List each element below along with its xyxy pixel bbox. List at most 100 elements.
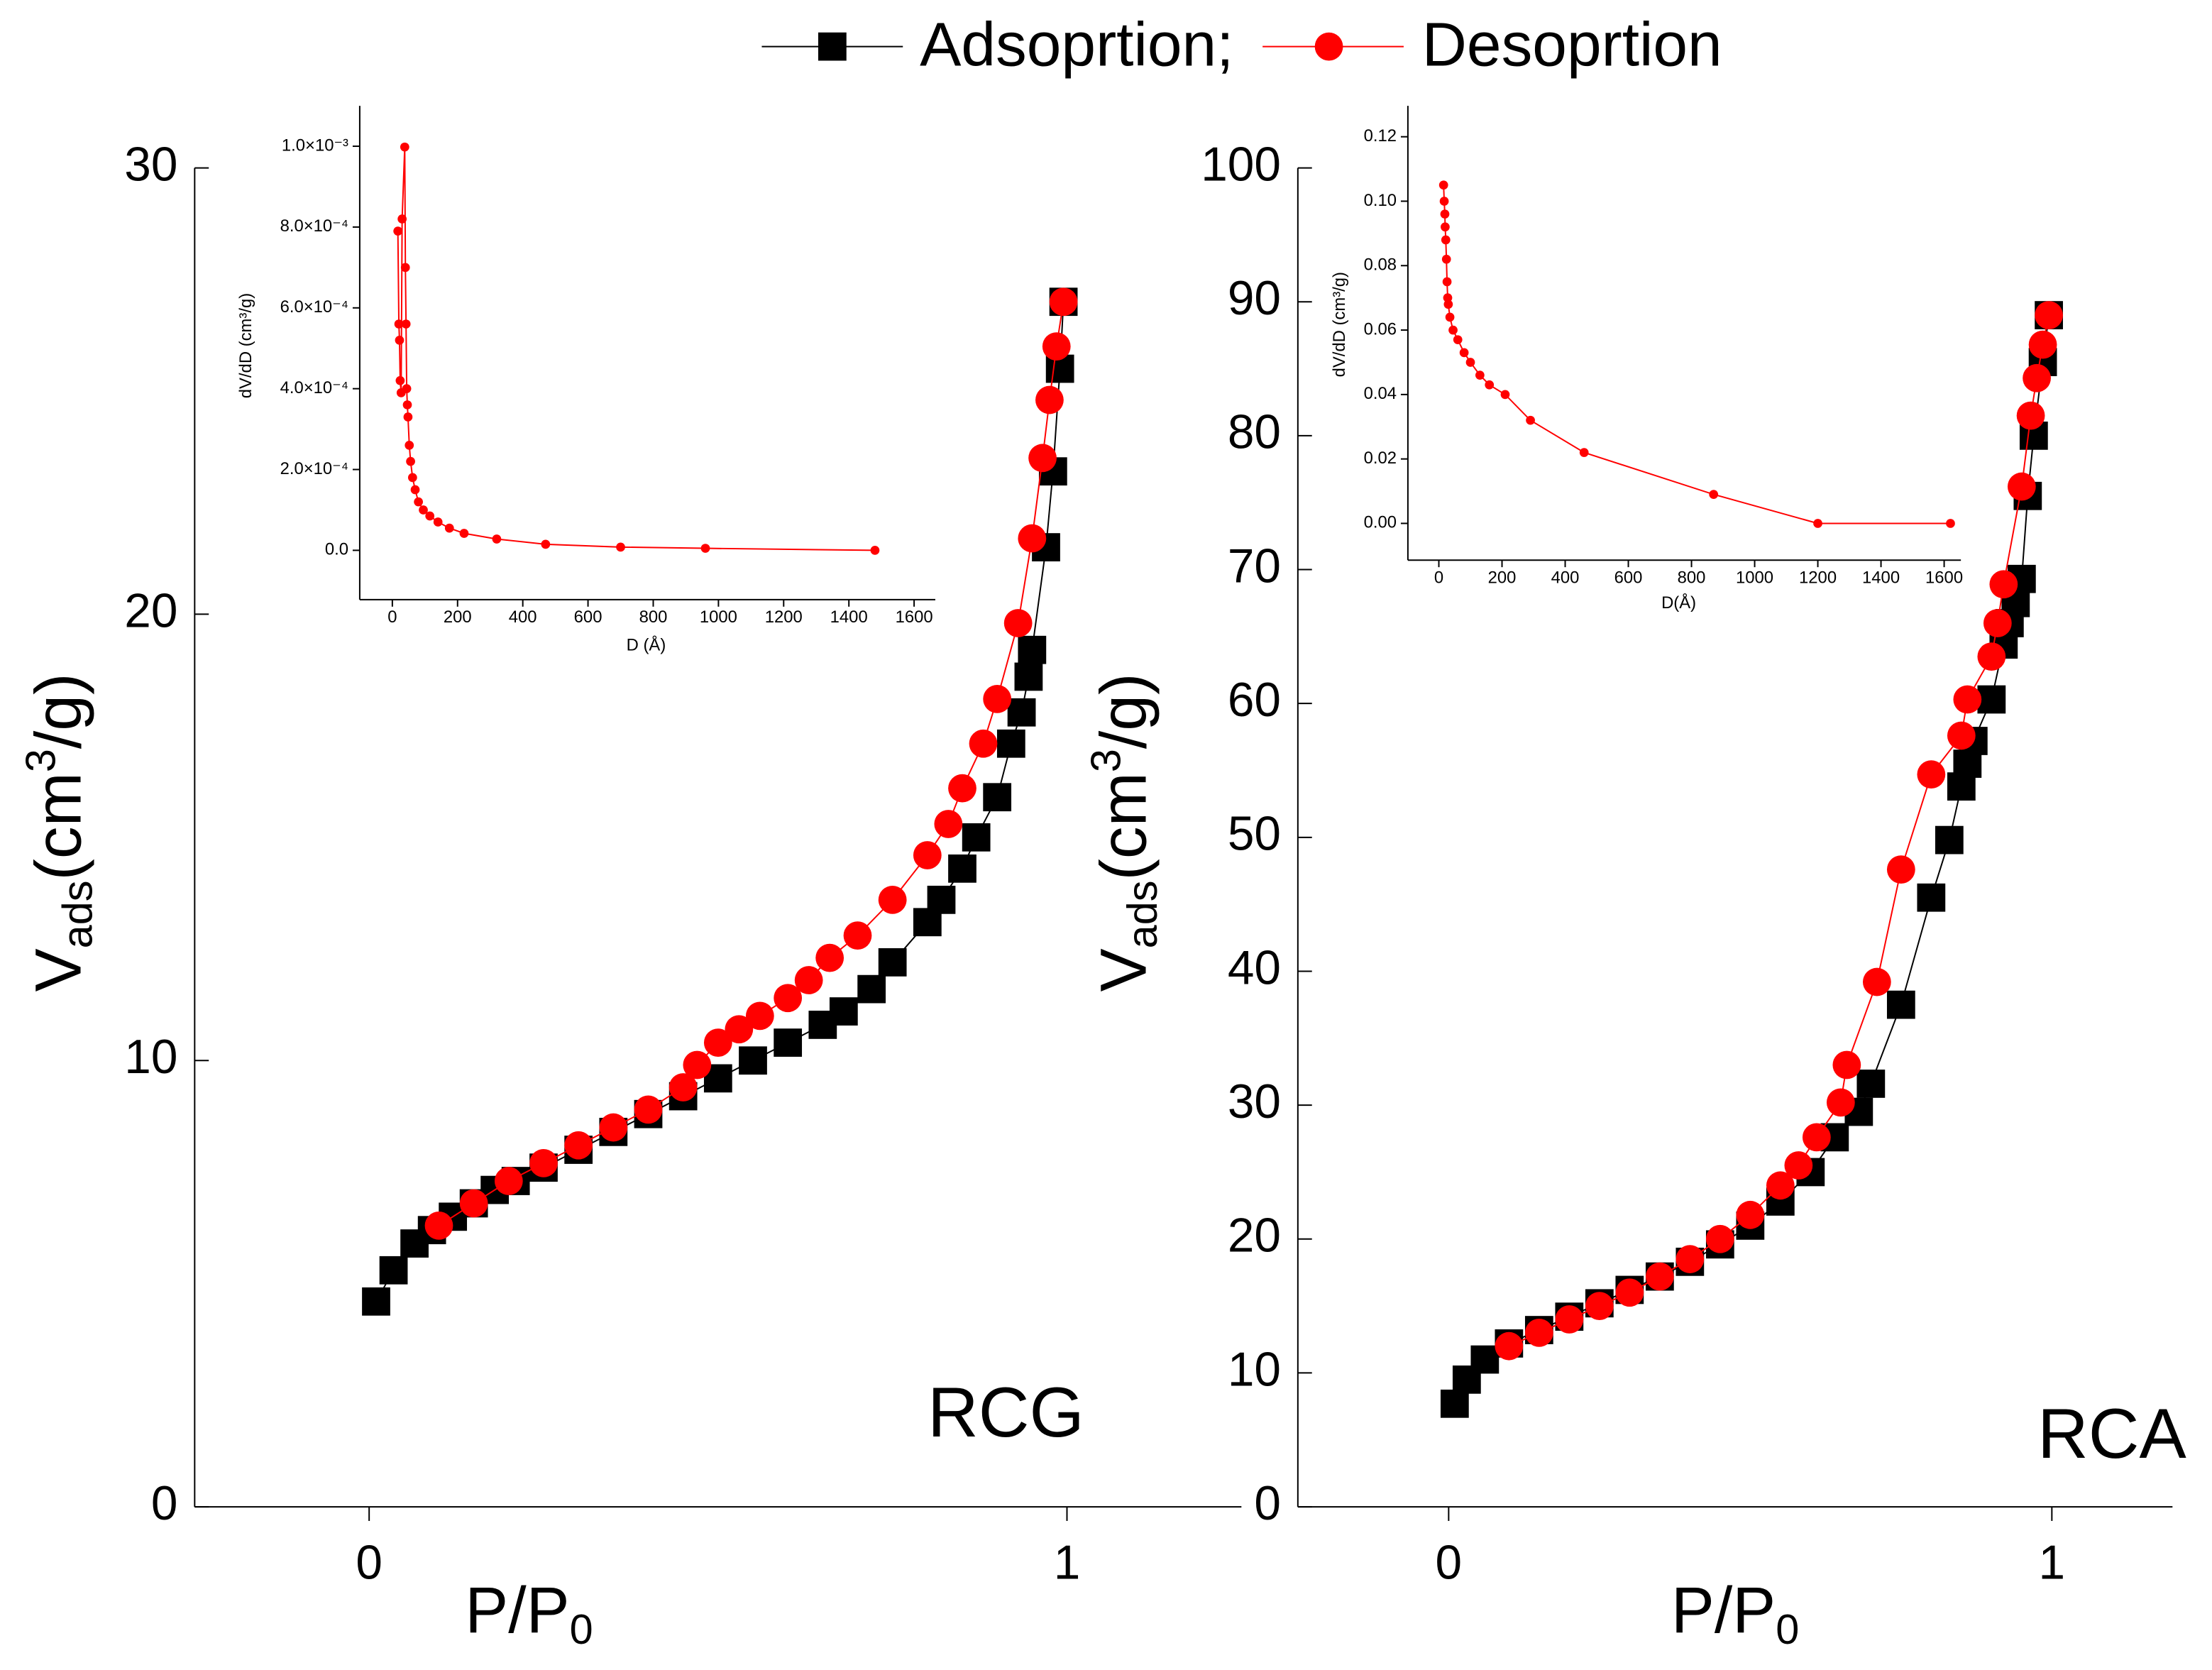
x-axis-label-part: 0 [1776, 1605, 1799, 1653]
marker [700, 544, 710, 553]
marker [843, 921, 872, 950]
y-tick-label: 0.08 [1364, 256, 1397, 275]
marker [983, 685, 1012, 713]
marker [1946, 519, 1955, 528]
marker [1524, 1318, 1553, 1347]
y-tick-label: 60 [1228, 674, 1281, 727]
marker [459, 529, 469, 538]
x-axis-label: P/P0 [1671, 1574, 1799, 1652]
marker [1470, 1345, 1500, 1374]
marker [1475, 370, 1485, 380]
y-tick-label: 1.0×10⁻³ [282, 136, 348, 155]
marker [1832, 1050, 1861, 1080]
y-tick-label: 40 [1228, 941, 1281, 994]
x-axis-label: P/P0 [465, 1574, 593, 1652]
y-tick-label: 0.06 [1364, 319, 1397, 339]
marker [969, 729, 998, 758]
marker [401, 319, 411, 329]
y-tick-label: 50 [1228, 808, 1281, 861]
marker [1555, 1305, 1584, 1334]
y-tick-label: 0.12 [1364, 126, 1397, 145]
marker [405, 441, 414, 450]
marker [616, 542, 625, 552]
x-tick-label: 1200 [765, 608, 803, 627]
y-tick-label: 0.04 [1364, 384, 1397, 403]
marker [927, 885, 956, 914]
marker [1709, 490, 1719, 499]
marker [1736, 1200, 1765, 1229]
marker [1440, 209, 1450, 219]
x-tick-label: 0 [387, 608, 397, 627]
x-tick-label: 800 [1678, 568, 1706, 587]
marker [1495, 1331, 1524, 1361]
marker [1003, 609, 1033, 637]
y-tick-label: 6.0×10⁻⁴ [280, 297, 348, 317]
marker [1886, 855, 1915, 884]
series-line [1453, 314, 2050, 1405]
marker [1983, 609, 2012, 637]
y-axis-label-part: (cm [23, 772, 95, 880]
x-tick-label: 1600 [896, 608, 933, 627]
marker [1442, 277, 1452, 287]
marker [1453, 335, 1463, 345]
marker [1500, 390, 1510, 400]
marker [878, 885, 907, 914]
marker [683, 1050, 712, 1080]
marker [948, 854, 976, 883]
x-tick-label: 400 [1551, 568, 1580, 587]
y-axis-label-part: 3 [16, 749, 64, 772]
y-axis-label: dV/dD (cm³/g) [1330, 272, 1349, 377]
x-tick-label: 1000 [1736, 568, 1773, 587]
marker [857, 974, 886, 1004]
x-axis-label-part: P/P [1671, 1574, 1776, 1647]
x-tick-label: 1600 [1925, 568, 1963, 587]
series-line [438, 302, 1064, 1226]
x-tick-label: 200 [1488, 568, 1517, 587]
y-tick-label: 30 [124, 138, 177, 191]
y-tick-label: 20 [1228, 1209, 1281, 1263]
y-tick-label: 0.00 [1364, 513, 1397, 532]
y-axis-label: Vads(cm3/g) [1082, 673, 1166, 991]
marker [774, 984, 803, 1013]
y-tick-label: 100 [1201, 138, 1281, 191]
marker [1935, 825, 1964, 855]
series-line [1443, 185, 1951, 524]
marker [1989, 570, 2018, 599]
marker [1438, 180, 1448, 190]
marker [397, 214, 407, 224]
x-tick-label: 800 [639, 608, 668, 627]
x-tick-label: 1200 [1799, 568, 1837, 587]
series-line [397, 147, 875, 551]
marker [492, 534, 502, 544]
marker [634, 1095, 663, 1124]
marker [1675, 1245, 1705, 1273]
marker [394, 319, 404, 329]
marker [1802, 1123, 1831, 1152]
x-tick-label: 1 [2039, 1536, 2066, 1589]
marker [424, 1212, 453, 1240]
y-tick-label: 0.10 [1364, 191, 1397, 210]
marker [1042, 332, 1071, 361]
legend-label: Adsoprtion; [920, 10, 1233, 79]
marker [529, 1148, 558, 1177]
x-tick-label: 1400 [830, 608, 868, 627]
marker [1766, 1171, 1795, 1200]
marker [494, 1167, 523, 1195]
marker [1862, 967, 1891, 996]
marker [962, 823, 991, 852]
marker [829, 997, 858, 1026]
marker [948, 774, 976, 803]
legend-marker [1314, 32, 1343, 61]
y-axis-label-part: V [1087, 948, 1160, 991]
marker [2007, 472, 2036, 501]
marker [393, 226, 403, 236]
marker [739, 1046, 767, 1075]
marker [406, 456, 415, 466]
x-tick-label: 1 [1054, 1536, 1081, 1589]
x-axis-label: D (Å) [627, 635, 666, 655]
marker [407, 473, 417, 483]
marker [1441, 254, 1451, 264]
y-tick-label: 10 [1228, 1343, 1281, 1396]
marker [703, 1028, 732, 1057]
marker [1813, 519, 1822, 528]
